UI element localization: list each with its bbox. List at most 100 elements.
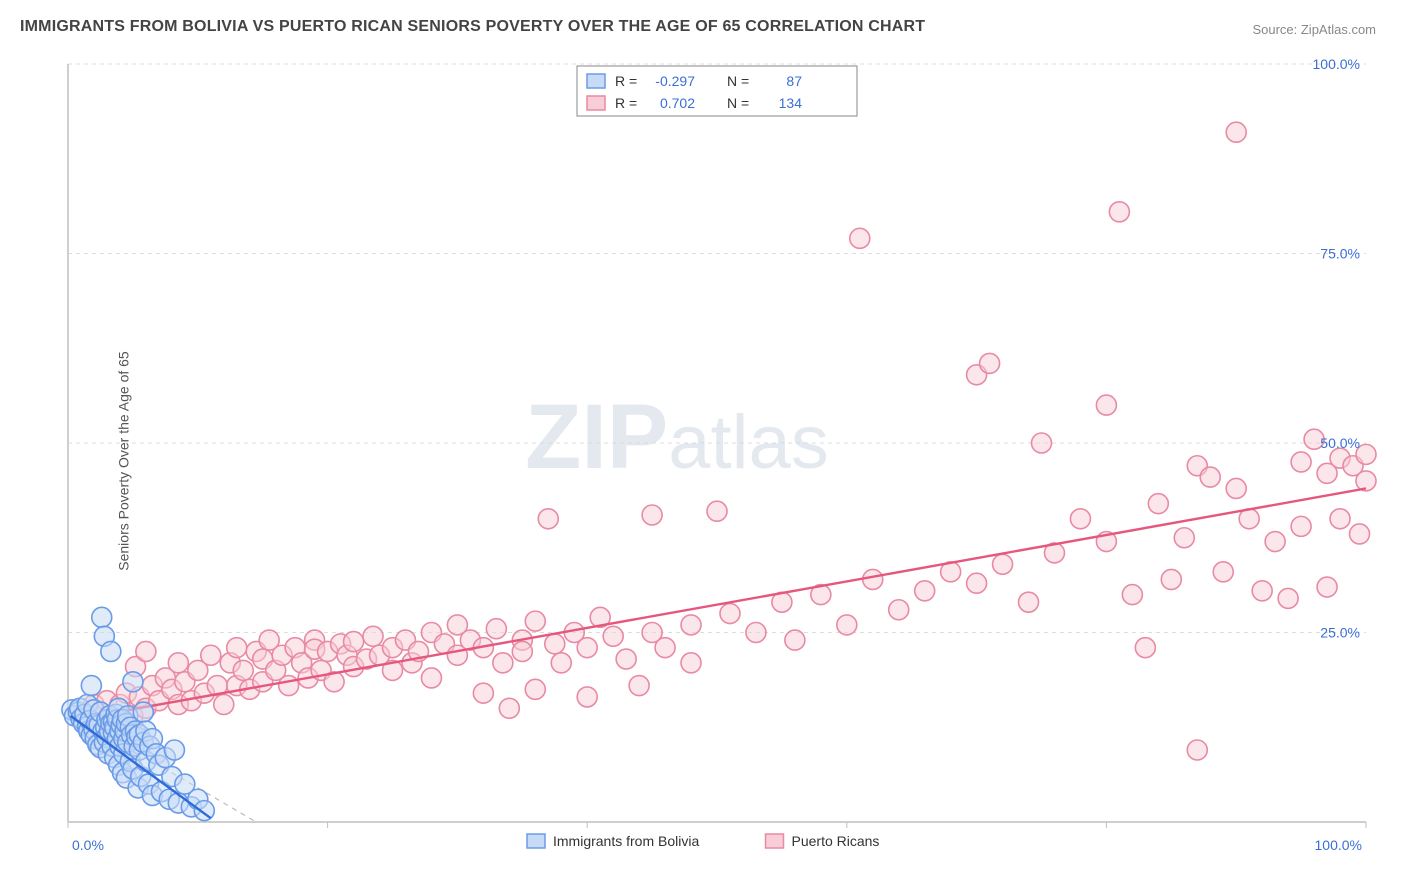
- data-point-puerto-rican: [1317, 577, 1337, 597]
- data-point-puerto-rican: [1135, 638, 1155, 658]
- data-point-puerto-rican: [681, 653, 701, 673]
- data-point-puerto-rican: [1330, 509, 1350, 529]
- data-point-puerto-rican: [1096, 395, 1116, 415]
- data-point-puerto-rican: [493, 653, 513, 673]
- legend-n-value: 87: [786, 73, 802, 89]
- data-point-puerto-rican: [363, 626, 383, 646]
- data-point-puerto-rican: [616, 649, 636, 669]
- data-point-bolivia: [92, 607, 112, 627]
- bottom-legend-swatch: [527, 834, 545, 848]
- data-point-puerto-rican: [421, 668, 441, 688]
- data-point-puerto-rican: [1070, 509, 1090, 529]
- data-point-puerto-rican: [214, 695, 234, 715]
- data-point-bolivia: [194, 801, 214, 821]
- y-tick-label: 25.0%: [1320, 625, 1360, 641]
- bottom-legend-label: Puerto Ricans: [792, 833, 880, 849]
- data-point-puerto-rican: [344, 632, 364, 652]
- data-point-bolivia: [123, 672, 143, 692]
- data-point-puerto-rican: [1213, 562, 1233, 582]
- data-point-puerto-rican: [1291, 516, 1311, 536]
- data-point-puerto-rican: [1187, 740, 1207, 760]
- data-point-puerto-rican: [889, 600, 909, 620]
- data-point-puerto-rican: [1174, 528, 1194, 548]
- watermark: ZIPatlas: [525, 386, 829, 488]
- data-point-puerto-rican: [499, 698, 519, 718]
- series-bolivia: [62, 607, 214, 820]
- data-point-puerto-rican: [279, 676, 299, 696]
- data-point-puerto-rican: [1109, 202, 1129, 222]
- data-point-puerto-rican: [473, 683, 493, 703]
- data-point-puerto-rican: [681, 615, 701, 635]
- legend-swatch: [587, 96, 605, 110]
- data-point-puerto-rican: [1350, 524, 1370, 544]
- x-tick-label: 100.0%: [1315, 837, 1362, 853]
- data-point-puerto-rican: [603, 626, 623, 646]
- data-point-puerto-rican: [863, 569, 883, 589]
- data-point-puerto-rican: [1252, 581, 1272, 601]
- data-point-puerto-rican: [538, 509, 558, 529]
- data-point-puerto-rican: [1019, 592, 1039, 612]
- data-point-puerto-rican: [629, 676, 649, 696]
- data-point-puerto-rican: [1226, 122, 1246, 142]
- data-point-puerto-rican: [720, 604, 740, 624]
- data-point-puerto-rican: [1226, 478, 1246, 498]
- correlation-scatter-chart: ZIPatlas 25.0% 50.0% 75.0% 100.0% 0.0% 100.0% R…: [20, 50, 1386, 872]
- legend-r-label: R =: [615, 95, 637, 111]
- y-tick-label: 100.0%: [1313, 56, 1360, 72]
- data-point-puerto-rican: [1148, 494, 1168, 514]
- data-point-bolivia: [81, 676, 101, 696]
- legend-r-value: -0.297: [655, 73, 695, 89]
- data-point-bolivia: [133, 702, 153, 722]
- legend-n-label: N =: [727, 73, 749, 89]
- legend-r-value: 0.702: [660, 95, 695, 111]
- data-point-bolivia: [101, 641, 121, 661]
- data-point-puerto-rican: [1291, 452, 1311, 472]
- legend-n-label: N =: [727, 95, 749, 111]
- data-point-puerto-rican: [837, 615, 857, 635]
- data-point-puerto-rican: [525, 679, 545, 699]
- data-point-puerto-rican: [201, 645, 221, 665]
- data-point-puerto-rican: [545, 634, 565, 654]
- y-tick-label: 75.0%: [1320, 246, 1360, 262]
- y-tick-label: 50.0%: [1320, 435, 1360, 451]
- legend-r-label: R =: [615, 73, 637, 89]
- legend-n-value: 134: [779, 95, 803, 111]
- data-point-puerto-rican: [967, 573, 987, 593]
- source-attribution: Source: ZipAtlas.com: [1252, 22, 1376, 37]
- y-axis-label: Seniors Poverty Over the Age of 65: [116, 351, 132, 570]
- data-point-puerto-rican: [577, 687, 597, 707]
- legend-swatch: [587, 74, 605, 88]
- data-point-puerto-rican: [1200, 467, 1220, 487]
- data-point-puerto-rican: [1122, 585, 1142, 605]
- data-point-puerto-rican: [993, 554, 1013, 574]
- data-point-puerto-rican: [850, 228, 870, 248]
- data-point-puerto-rican: [642, 505, 662, 525]
- x-tick-label: 0.0%: [72, 837, 104, 853]
- data-point-puerto-rican: [655, 638, 675, 658]
- data-point-puerto-rican: [577, 638, 597, 658]
- data-point-bolivia: [164, 740, 184, 760]
- data-point-puerto-rican: [746, 623, 766, 643]
- chart-container: Seniors Poverty Over the Age of 65 ZIPat…: [20, 50, 1386, 872]
- data-point-puerto-rican: [915, 581, 935, 601]
- data-point-puerto-rican: [136, 641, 156, 661]
- data-point-puerto-rican: [1161, 569, 1181, 589]
- data-point-puerto-rican: [233, 660, 253, 680]
- data-point-puerto-rican: [168, 653, 188, 673]
- data-point-puerto-rican: [785, 630, 805, 650]
- trend-line-puerto-rican: [74, 488, 1366, 719]
- bottom-legend-label: Immigrants from Bolivia: [553, 833, 699, 849]
- data-point-puerto-rican: [512, 641, 532, 661]
- chart-title: IMMIGRANTS FROM BOLIVIA VS PUERTO RICAN …: [20, 18, 925, 36]
- data-point-puerto-rican: [525, 611, 545, 631]
- data-point-puerto-rican: [227, 638, 247, 658]
- bottom-legend-swatch: [766, 834, 784, 848]
- data-point-puerto-rican: [486, 619, 506, 639]
- data-point-puerto-rican: [1278, 588, 1298, 608]
- data-point-puerto-rican: [1265, 532, 1285, 552]
- data-point-puerto-rican: [551, 653, 571, 673]
- data-point-puerto-rican: [1032, 433, 1052, 453]
- data-point-puerto-rican: [980, 353, 1000, 373]
- data-point-puerto-rican: [707, 501, 727, 521]
- data-point-puerto-rican: [1356, 471, 1376, 491]
